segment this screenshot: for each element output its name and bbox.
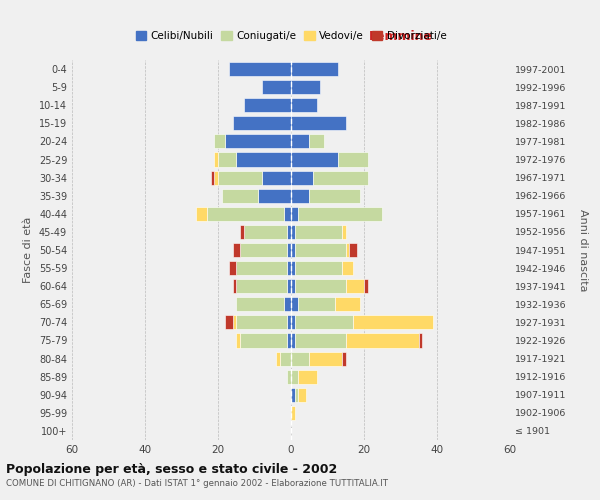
Bar bbox=[346, 334, 419, 347]
Bar bbox=[298, 297, 335, 312]
Bar bbox=[291, 152, 338, 166]
Bar bbox=[207, 207, 284, 221]
Bar bbox=[291, 98, 317, 112]
Bar bbox=[291, 134, 309, 148]
Legend: Celibi/Nubili, Coniugati/e, Vedovi/e, Divorziati/e: Celibi/Nubili, Coniugati/e, Vedovi/e, Di… bbox=[131, 27, 451, 46]
Bar bbox=[298, 388, 305, 402]
Bar bbox=[287, 370, 291, 384]
Bar bbox=[291, 243, 295, 257]
Bar bbox=[233, 116, 291, 130]
Bar bbox=[291, 225, 295, 239]
Bar bbox=[236, 152, 291, 166]
Bar bbox=[240, 334, 287, 347]
Bar bbox=[295, 225, 342, 239]
Bar bbox=[291, 316, 295, 330]
Bar bbox=[291, 116, 346, 130]
Bar bbox=[291, 80, 320, 94]
Bar bbox=[291, 170, 313, 184]
Text: Popolazione per età, sesso e stato civile - 2002: Popolazione per età, sesso e stato civil… bbox=[6, 462, 337, 475]
Bar bbox=[342, 225, 346, 239]
Bar bbox=[244, 98, 291, 112]
Bar bbox=[284, 297, 291, 312]
Bar bbox=[291, 297, 298, 312]
Bar bbox=[240, 225, 244, 239]
Bar bbox=[291, 62, 338, 76]
Bar bbox=[229, 62, 291, 76]
Bar bbox=[295, 243, 346, 257]
Bar bbox=[353, 316, 433, 330]
Bar bbox=[342, 261, 353, 275]
Bar bbox=[349, 243, 356, 257]
Text: COMUNE DI CHITIGNANO (AR) - Dati ISTAT 1° gennaio 2002 - Elaborazione TUTTITALIA: COMUNE DI CHITIGNANO (AR) - Dati ISTAT 1… bbox=[6, 479, 388, 488]
Bar bbox=[346, 279, 364, 293]
Bar bbox=[280, 352, 291, 366]
Bar bbox=[309, 352, 342, 366]
Bar bbox=[419, 334, 422, 347]
Bar bbox=[291, 188, 309, 203]
Bar bbox=[287, 261, 291, 275]
Bar bbox=[236, 297, 284, 312]
Y-axis label: Anni di nascita: Anni di nascita bbox=[578, 209, 588, 291]
Bar bbox=[291, 261, 295, 275]
Bar bbox=[277, 352, 280, 366]
Bar bbox=[214, 134, 226, 148]
Bar bbox=[233, 279, 236, 293]
Bar bbox=[262, 170, 291, 184]
Bar bbox=[226, 134, 291, 148]
Bar bbox=[226, 316, 233, 330]
Bar bbox=[284, 207, 291, 221]
Bar bbox=[313, 170, 368, 184]
Bar bbox=[295, 388, 298, 402]
Bar bbox=[214, 170, 218, 184]
Bar bbox=[338, 152, 368, 166]
Bar bbox=[211, 170, 214, 184]
Bar bbox=[295, 261, 342, 275]
Bar bbox=[258, 188, 291, 203]
Bar bbox=[346, 243, 349, 257]
Bar bbox=[236, 279, 287, 293]
Bar bbox=[295, 334, 346, 347]
Bar bbox=[287, 316, 291, 330]
Bar bbox=[291, 406, 295, 420]
Text: Femmine: Femmine bbox=[368, 30, 433, 43]
Bar bbox=[291, 207, 298, 221]
Bar bbox=[295, 279, 346, 293]
Bar bbox=[291, 334, 295, 347]
Bar bbox=[295, 316, 353, 330]
Bar bbox=[291, 279, 295, 293]
Bar bbox=[287, 279, 291, 293]
Bar bbox=[309, 188, 361, 203]
Bar bbox=[233, 243, 240, 257]
Bar bbox=[218, 170, 262, 184]
Bar bbox=[229, 261, 236, 275]
Bar bbox=[244, 225, 287, 239]
Bar bbox=[196, 207, 207, 221]
Bar bbox=[287, 334, 291, 347]
Bar bbox=[218, 152, 236, 166]
Bar bbox=[298, 207, 382, 221]
Bar bbox=[291, 352, 309, 366]
Bar bbox=[236, 261, 287, 275]
Bar bbox=[291, 370, 298, 384]
Bar bbox=[342, 352, 346, 366]
Bar bbox=[236, 334, 240, 347]
Bar bbox=[221, 188, 258, 203]
Bar bbox=[214, 152, 218, 166]
Bar bbox=[287, 243, 291, 257]
Y-axis label: Fasce di età: Fasce di età bbox=[23, 217, 33, 283]
Bar bbox=[335, 297, 361, 312]
Bar bbox=[236, 316, 287, 330]
Bar bbox=[298, 370, 317, 384]
Bar bbox=[262, 80, 291, 94]
Bar bbox=[233, 316, 236, 330]
Bar bbox=[309, 134, 324, 148]
Bar bbox=[291, 388, 295, 402]
Bar bbox=[287, 225, 291, 239]
Bar bbox=[364, 279, 368, 293]
Bar bbox=[240, 243, 287, 257]
